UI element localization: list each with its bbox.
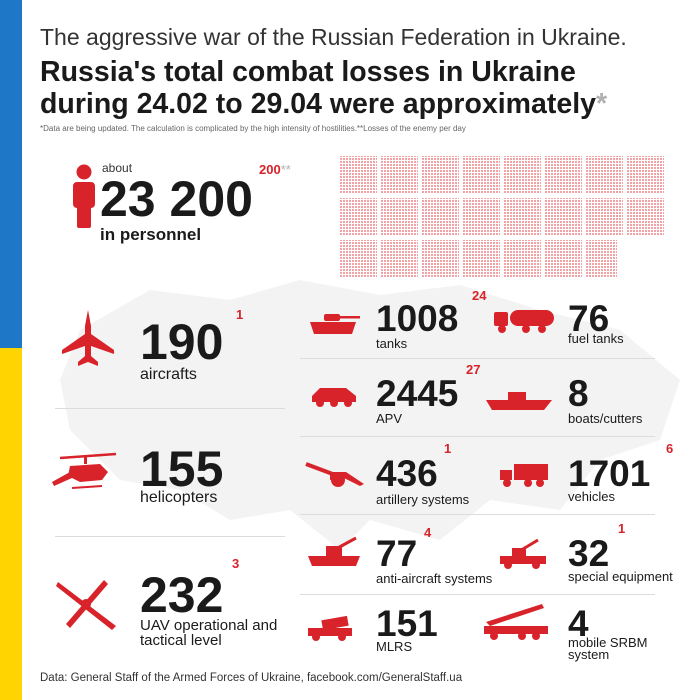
drone-icon: [56, 580, 116, 630]
divider: [300, 358, 655, 359]
uav-daily: 3: [232, 556, 240, 571]
grid-block: [340, 156, 377, 194]
special-label: special equipment: [568, 569, 673, 584]
grid-block: [422, 156, 459, 194]
apv-value: 2445: [376, 373, 459, 414]
grid-block: [586, 156, 623, 194]
fighter-jet-icon: [62, 310, 114, 366]
title-line-1: Russia's total combat losses in Ukraine: [40, 56, 576, 88]
helicopter-icon: [52, 452, 117, 489]
grid-block: [504, 156, 541, 194]
artillery-value: 436: [376, 453, 438, 494]
special-daily: 1: [618, 521, 626, 536]
tanks-value: 1008: [376, 298, 459, 339]
grid-block: [381, 240, 418, 278]
anti-aircraft-value: 77: [376, 533, 418, 574]
apv-icon: [312, 388, 356, 407]
tanks-label: tanks: [376, 336, 408, 351]
grid-block: [463, 240, 500, 278]
grid-block: [381, 198, 418, 236]
person-icon: [73, 164, 95, 228]
tanks-daily: 24: [472, 288, 487, 303]
grid-block: [422, 240, 459, 278]
srbm-value: 4: [568, 603, 589, 644]
anti-aircraft-icon: [308, 536, 360, 566]
boats-label: boats/cutters: [568, 411, 643, 426]
title-line-2: during 24.02 to 29.04 were approximately…: [40, 88, 608, 120]
fuel-tanks-label: fuel tanks: [568, 331, 624, 346]
grid-block: [340, 240, 377, 278]
data-source: Data: General Staff of the Armed Forces …: [40, 672, 463, 684]
apv-label: APV: [376, 411, 403, 426]
divider: [300, 594, 655, 595]
divider: [300, 436, 655, 437]
flag-yellow-stripe: [0, 348, 22, 700]
divider: [300, 514, 655, 515]
grid-block: [627, 198, 664, 236]
grid-block: [627, 156, 664, 194]
artillery-daily: 1: [444, 441, 452, 456]
uav-value: 232: [140, 567, 224, 623]
grid-block: [545, 156, 582, 194]
title-star: *: [595, 88, 608, 120]
mlrs-value: 151: [376, 603, 438, 644]
mlrs-icon: [308, 615, 352, 641]
mlrs-label: MLRS: [376, 639, 413, 654]
helicopters-value: 155: [140, 441, 224, 497]
page-title: Russia's total combat losses in Ukraine …: [40, 56, 680, 120]
fuel-tank-icon: [494, 310, 554, 333]
grid-block: [586, 198, 623, 236]
grid-block: [545, 240, 582, 278]
personnel-daily: 200**: [259, 162, 291, 177]
grid-block: [422, 198, 459, 236]
vehicles-value: 1701: [568, 453, 651, 494]
srbm-label: mobile SRBM system: [568, 635, 648, 662]
artillery-label: artillery systems: [376, 492, 470, 507]
anti-aircraft-daily: 4: [424, 525, 432, 540]
personnel-about: about: [102, 161, 133, 175]
anti-aircraft-label: anti-aircraft systems: [376, 571, 493, 586]
grid-block: [340, 198, 377, 236]
grid-block: [463, 198, 500, 236]
divider: [55, 536, 285, 537]
grid-block: [586, 240, 617, 278]
apv-daily: 27: [466, 362, 481, 377]
aircrafts-label: aircrafts: [140, 366, 197, 383]
aircrafts-daily: 1: [236, 307, 244, 322]
grid-block: [545, 198, 582, 236]
grid-block: [463, 156, 500, 194]
boats-value: 8: [568, 373, 589, 414]
vehicles-label: vehicles: [568, 489, 615, 504]
vehicles-daily: 6: [666, 441, 674, 456]
truck-icon: [500, 464, 548, 487]
helicopters-label: helicopters: [140, 489, 218, 506]
artillery-icon: [305, 462, 364, 487]
personnel-label: in personnel: [100, 225, 202, 244]
grid-block: [381, 156, 418, 194]
special-equipment-icon: [500, 538, 546, 569]
personnel-grid-pictogram: [340, 156, 664, 280]
grid-block: [504, 198, 541, 236]
boat-icon: [486, 392, 552, 410]
personnel-value: 23 200: [100, 171, 253, 227]
fuel-tanks-value: 76: [568, 298, 610, 339]
divider: [55, 408, 285, 409]
srbm-launcher-icon: [484, 604, 548, 640]
flag-blue-stripe: [0, 0, 22, 348]
uav-label: UAV operational and tactical level: [140, 617, 278, 649]
aircrafts-value: 190: [140, 314, 224, 370]
grid-block: [504, 240, 541, 278]
subtitle: The aggressive war of the Russian Federa…: [40, 24, 627, 50]
special-value: 32: [568, 533, 610, 574]
tank-icon: [310, 314, 360, 334]
footnote: *Data are being updated. The calculation…: [40, 124, 466, 133]
